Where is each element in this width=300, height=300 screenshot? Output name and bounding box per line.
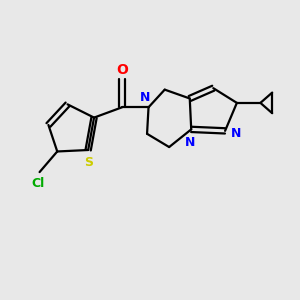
Text: N: N: [184, 136, 195, 149]
Text: N: N: [230, 127, 241, 140]
Text: Cl: Cl: [32, 177, 45, 190]
Text: S: S: [84, 157, 93, 169]
Text: O: O: [116, 63, 128, 77]
Text: N: N: [140, 91, 150, 104]
